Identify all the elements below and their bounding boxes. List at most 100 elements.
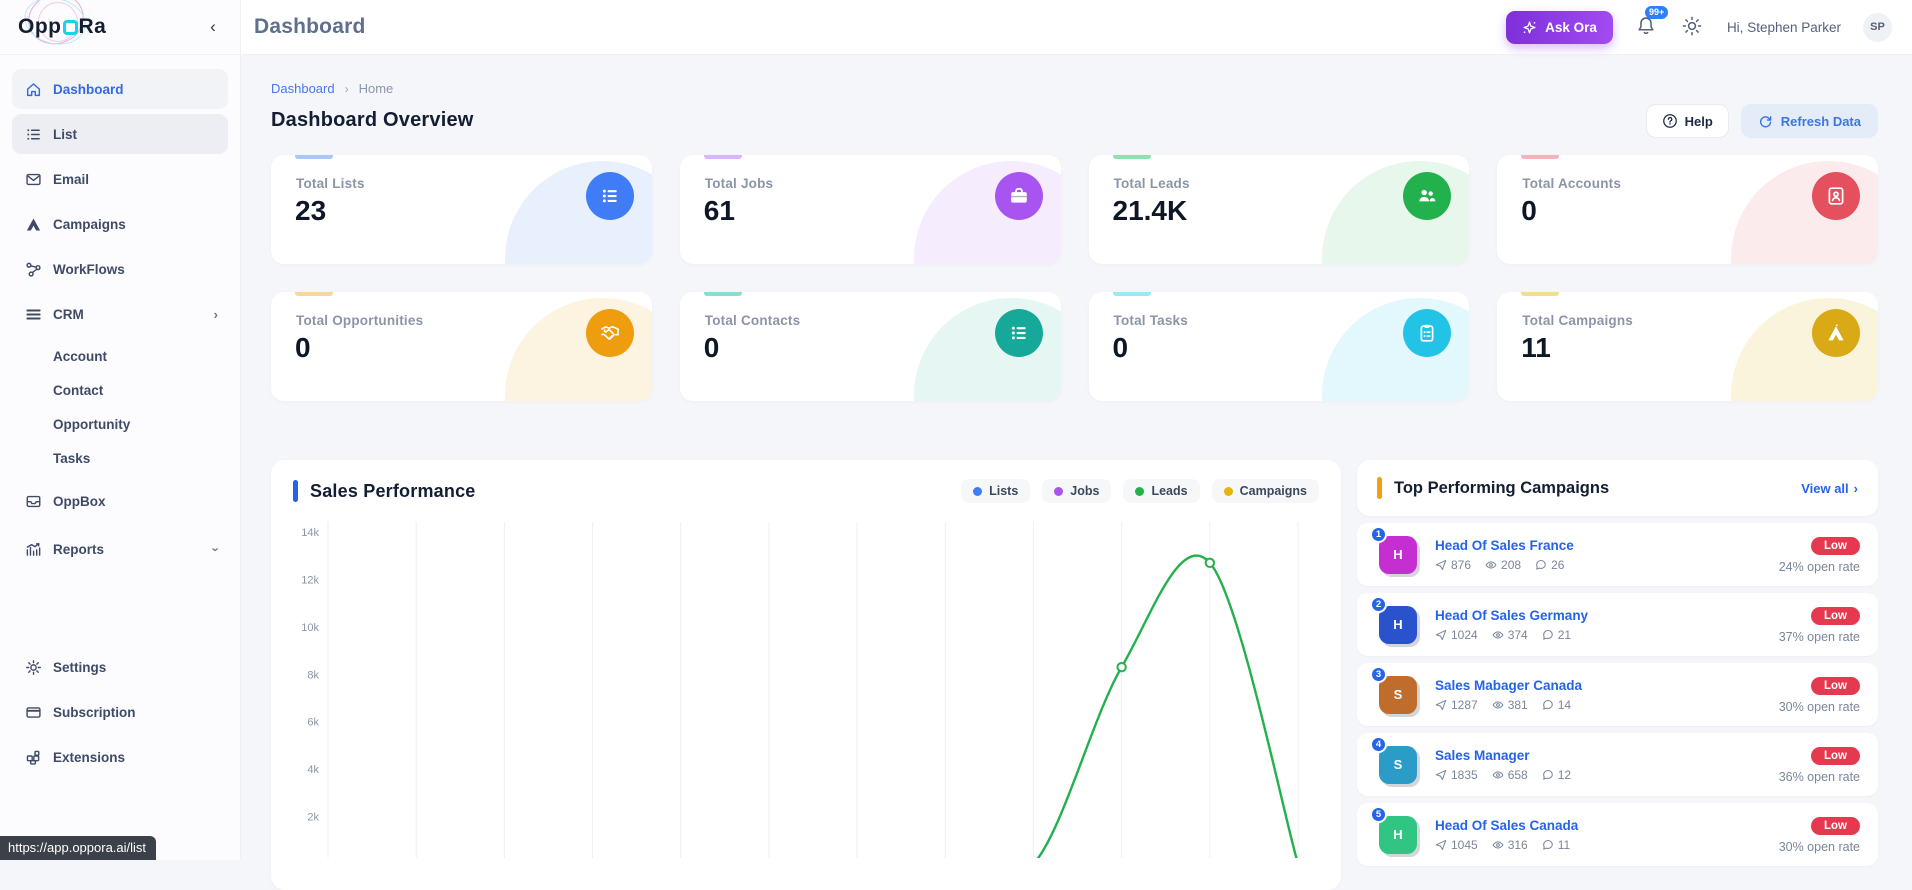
sidebar-item-opportunity[interactable]: Opportunity <box>12 407 228 441</box>
sidebar-collapse-icon[interactable]: ‹ <box>202 16 224 38</box>
sidebar-item-dashboard[interactable]: Dashboard <box>12 69 228 109</box>
campaign-name-link[interactable]: Head Of Sales Canada <box>1435 818 1578 833</box>
stat-value: 0 <box>295 332 311 364</box>
user-avatar[interactable]: SP <box>1863 13 1892 42</box>
sidebar-item-reports[interactable]: Reports › <box>12 529 228 569</box>
notifications-button[interactable]: 99+ <box>1635 15 1659 39</box>
people-icon <box>1403 172 1451 220</box>
chat-icon <box>1535 559 1547 571</box>
refresh-icon <box>1758 114 1773 129</box>
help-button[interactable]: Help <box>1646 104 1729 138</box>
svg-text:2k: 2k <box>307 812 319 824</box>
campaign-avatar: S <box>1379 676 1417 714</box>
rank-badge: 1 <box>1370 526 1387 543</box>
sidebar-item-email[interactable]: Email <box>12 159 228 199</box>
sidebar-item-campaigns[interactable]: Campaigns <box>12 204 228 244</box>
user-greeting: Hi, Stephen Parker <box>1727 20 1841 35</box>
campaign-name-link[interactable]: Sales Manager <box>1435 748 1571 763</box>
open-rate: 36% open rate <box>1779 770 1860 784</box>
legend-item-campaigns[interactable]: Campaigns <box>1212 479 1319 503</box>
replies-count: 21 <box>1558 628 1571 642</box>
svg-text:12k: 12k <box>301 574 319 586</box>
sidebar-item-label: Dashboard <box>53 82 124 97</box>
logo-o-icon <box>63 20 78 35</box>
menu-lines-icon <box>24 305 42 323</box>
sidebar-item-tasks[interactable]: Tasks <box>12 441 228 475</box>
stat-card-total-lists: Total Lists 23 <box>271 155 652 264</box>
gear-icon <box>24 658 42 676</box>
card-accent-bar <box>1521 292 1559 296</box>
stat-card-total-campaigns: Total Campaigns 11 <box>1497 292 1878 401</box>
stat-cards-row-1: Total Lists 23 Total Jobs 61 Total Leads… <box>271 155 1878 264</box>
replies-count: 11 <box>1558 838 1570 852</box>
chart-legend: Lists Jobs Leads Campaigns <box>961 479 1319 503</box>
card-title-accent <box>293 480 298 502</box>
stat-value: 0 <box>1113 332 1129 364</box>
top-header-bar: Dashboard Ask Ora 99+ Hi, Stephen Parker… <box>241 0 1912 55</box>
main-content: Dashboard › Home Dashboard Overview Help… <box>241 55 1912 860</box>
sidebar-item-contact[interactable]: Contact <box>12 373 228 407</box>
card-corner-decoration <box>505 298 652 401</box>
stat-label: Total Contacts <box>705 313 801 328</box>
legend-item-lists[interactable]: Lists <box>961 479 1030 503</box>
eye-icon <box>1485 559 1497 571</box>
svg-text:14k: 14k <box>301 527 319 539</box>
sidebar-item-oppbox[interactable]: OppBox <box>12 481 228 521</box>
page-actions: Help Refresh Data <box>1646 104 1878 138</box>
views-count: 316 <box>1508 838 1528 852</box>
refresh-data-button[interactable]: Refresh Data <box>1741 104 1878 138</box>
sidebar-item-list[interactable]: List <box>12 114 228 154</box>
breadcrumb: Dashboard › Home <box>271 81 1878 96</box>
campaign-avatar: H <box>1379 606 1417 644</box>
legend-item-leads[interactable]: Leads <box>1123 479 1199 503</box>
status-badge: Low <box>1811 817 1860 835</box>
sidebar-item-label: Extensions <box>53 750 125 765</box>
theme-toggle-button[interactable] <box>1681 15 1705 39</box>
stat-cards-row-2: Total Opportunities 0 Total Contacts 0 T… <box>271 292 1878 401</box>
eye-icon <box>1492 839 1504 851</box>
campaign-name-link[interactable]: Head Of Sales France <box>1435 538 1574 553</box>
sidebar-item-extensions[interactable]: Extensions <box>12 737 228 777</box>
eye-icon <box>1492 769 1504 781</box>
id-badge-icon <box>1812 172 1860 220</box>
sidebar-item-settings[interactable]: Settings <box>12 647 228 687</box>
svg-text:10k: 10k <box>301 622 319 634</box>
status-badge: Low <box>1811 537 1860 555</box>
campaign-name-link[interactable]: Sales Mabager Canada <box>1435 678 1582 693</box>
card-accent-bar <box>295 292 333 296</box>
stat-card-total-accounts: Total Accounts 0 <box>1497 155 1878 264</box>
handshake-icon <box>586 309 634 357</box>
sidebar-item-label: Campaigns <box>53 217 126 232</box>
campaign-name-link[interactable]: Head Of Sales Germany <box>1435 608 1588 623</box>
card-corner-decoration <box>1322 161 1469 264</box>
legend-item-jobs[interactable]: Jobs <box>1042 479 1111 503</box>
view-all-link[interactable]: View all› <box>1801 481 1858 496</box>
legend-dot <box>1135 487 1144 496</box>
stat-label: Total Accounts <box>1522 176 1621 191</box>
breadcrumb-dashboard-link[interactable]: Dashboard <box>271 81 335 96</box>
stat-label: Total Leads <box>1114 176 1190 191</box>
sidebar-item-account[interactable]: Account <box>12 339 228 373</box>
stat-value: 0 <box>1521 195 1537 227</box>
sun-icon <box>1681 15 1703 37</box>
card-corner-decoration <box>914 298 1061 401</box>
chat-icon <box>1542 699 1554 711</box>
status-badge: Low <box>1811 677 1860 695</box>
sidebar-item-crm[interactable]: CRM › <box>12 294 228 334</box>
chart-title: Sales Performance <box>310 481 476 502</box>
sidebar-item-subscription[interactable]: Subscription <box>12 692 228 732</box>
sidebar-item-label: WorkFlows <box>53 262 125 277</box>
question-circle-icon <box>1662 113 1678 129</box>
sidebar-item-label: Reports <box>53 542 104 557</box>
eye-icon <box>1492 629 1504 641</box>
legend-dot <box>1054 487 1063 496</box>
sidebar-item-workflows[interactable]: WorkFlows <box>12 249 228 289</box>
ask-ora-button[interactable]: Ask Ora <box>1506 11 1613 44</box>
